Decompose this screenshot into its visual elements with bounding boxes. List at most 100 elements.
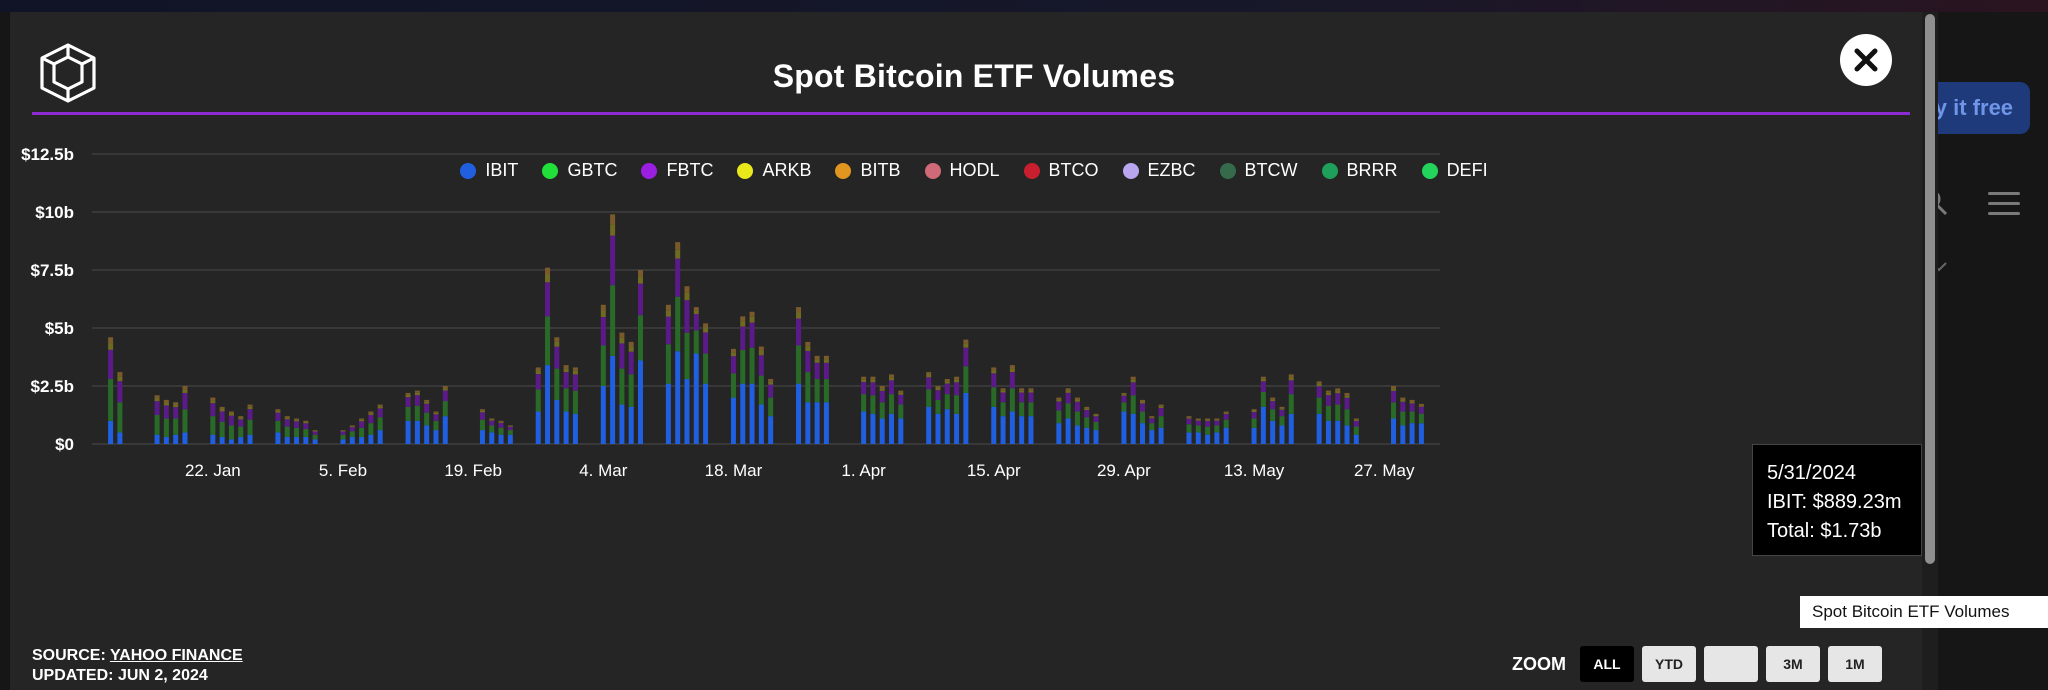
- bar-segment[interactable]: [675, 258, 681, 297]
- bar-segment[interactable]: [433, 411, 439, 413]
- bar-segment-ibit[interactable]: [796, 383, 802, 444]
- scrollbar-thumb[interactable]: [1925, 14, 1935, 564]
- bar-segment[interactable]: [1205, 420, 1211, 427]
- bar-stack[interactable]: [619, 332, 625, 444]
- bar-segment[interactable]: [433, 412, 439, 415]
- bar-segment[interactable]: [861, 379, 867, 382]
- bar-segment[interactable]: [1214, 425, 1220, 433]
- bar-stack[interactable]: [1186, 416, 1192, 444]
- bar-stack[interactable]: [675, 242, 681, 444]
- bar-segment[interactable]: [424, 401, 430, 404]
- bar-segment[interactable]: [619, 337, 625, 344]
- bar-segment[interactable]: [312, 430, 318, 432]
- hamburger-menu-icon[interactable]: [1988, 192, 2020, 215]
- bar-segment[interactable]: [1074, 399, 1080, 402]
- bar-segment[interactable]: [991, 370, 997, 374]
- bar-segment[interactable]: [628, 374, 634, 407]
- bar-segment[interactable]: [703, 323, 709, 328]
- bar-segment[interactable]: [433, 420, 439, 431]
- bar-stack[interactable]: [405, 392, 411, 444]
- bar-segment[interactable]: [628, 351, 634, 375]
- bar-segment-ibit[interactable]: [944, 409, 950, 444]
- bar-segment[interactable]: [768, 384, 774, 398]
- bar-segment-ibit[interactable]: [535, 411, 541, 444]
- bar-segment[interactable]: [1028, 388, 1034, 391]
- bar-segment[interactable]: [1335, 390, 1341, 394]
- bar-segment-ibit[interactable]: [926, 406, 932, 444]
- bar-stack[interactable]: [377, 404, 383, 444]
- bar-segment[interactable]: [1251, 418, 1257, 428]
- bar-segment-ibit[interactable]: [284, 437, 290, 444]
- legend-item-bitb[interactable]: BITB: [835, 160, 901, 181]
- bar-segment[interactable]: [442, 401, 448, 417]
- bar-segment-ibit[interactable]: [1121, 411, 1127, 444]
- bar-segment[interactable]: [861, 376, 867, 380]
- bar-segment[interactable]: [1186, 417, 1192, 419]
- bar-segment[interactable]: [1223, 413, 1229, 420]
- bar-stack[interactable]: [814, 355, 820, 444]
- bar-segment[interactable]: [1028, 392, 1034, 403]
- bar-stack[interactable]: [1149, 416, 1155, 444]
- bar-segment[interactable]: [479, 419, 485, 431]
- bar-segment-ibit[interactable]: [1000, 416, 1006, 444]
- bar-segment[interactable]: [879, 388, 885, 391]
- bar-segment[interactable]: [563, 368, 569, 373]
- bar-segment[interactable]: [247, 404, 253, 407]
- bar-segment[interactable]: [1391, 386, 1397, 389]
- bar-segment-ibit[interactable]: [349, 437, 355, 444]
- bar-segment[interactable]: [619, 368, 625, 405]
- bar-segment[interactable]: [740, 350, 746, 384]
- bar-segment-ibit[interactable]: [963, 392, 969, 444]
- bar-segment[interactable]: [730, 352, 736, 357]
- bar-segment[interactable]: [1019, 388, 1025, 391]
- bar-segment-ibit[interactable]: [1093, 430, 1099, 444]
- bar-segment[interactable]: [1418, 405, 1424, 407]
- bar-segment[interactable]: [749, 311, 755, 317]
- bar-segment[interactable]: [340, 430, 346, 432]
- bar-segment[interactable]: [247, 406, 253, 410]
- bar-segment[interactable]: [703, 327, 709, 333]
- bar-segment[interactable]: [1158, 416, 1164, 428]
- bar-segment-ibit[interactable]: [238, 437, 244, 444]
- bar-segment[interactable]: [433, 414, 439, 421]
- bar-segment[interactable]: [507, 426, 513, 427]
- bar-segment[interactable]: [703, 353, 709, 384]
- bar-segment[interactable]: [368, 423, 374, 435]
- bar-segment-ibit[interactable]: [684, 379, 690, 444]
- bar-segment[interactable]: [414, 405, 420, 421]
- bar-segment[interactable]: [554, 337, 560, 342]
- bar-segment-ibit[interactable]: [1056, 423, 1062, 444]
- bar-segment[interactable]: [414, 392, 420, 396]
- bar-segment[interactable]: [545, 267, 551, 275]
- bar-stack[interactable]: [1400, 397, 1406, 444]
- bar-segment[interactable]: [730, 356, 736, 374]
- bar-stack[interactable]: [1121, 392, 1127, 444]
- bar-segment[interactable]: [1279, 406, 1285, 409]
- bar-segment[interactable]: [1418, 403, 1424, 406]
- bar-segment[interactable]: [610, 224, 616, 236]
- bar-stack[interactable]: [414, 390, 420, 444]
- bar-segment-ibit[interactable]: [163, 437, 169, 444]
- bar-segment-ibit[interactable]: [749, 383, 755, 444]
- bar-segment[interactable]: [1223, 419, 1229, 428]
- bar-segment[interactable]: [442, 390, 448, 402]
- bar-segment[interactable]: [1316, 381, 1322, 384]
- bar-segment[interactable]: [805, 372, 811, 403]
- bar-stack[interactable]: [108, 337, 114, 444]
- bar-stack[interactable]: [1093, 413, 1099, 444]
- bar-stack[interactable]: [359, 418, 365, 444]
- bar-segment[interactable]: [758, 350, 764, 356]
- bar-segment[interactable]: [1260, 391, 1266, 407]
- bar-segment[interactable]: [637, 283, 643, 316]
- bar-segment[interactable]: [991, 373, 997, 388]
- bar-segment[interactable]: [1270, 401, 1276, 410]
- bar-segment[interactable]: [684, 292, 690, 301]
- bar-stack[interactable]: [749, 311, 755, 444]
- bar-stack[interactable]: [954, 376, 960, 444]
- bar-segment[interactable]: [1353, 420, 1359, 427]
- bar-segment-ibit[interactable]: [219, 437, 225, 444]
- bar-segment[interactable]: [1260, 376, 1266, 379]
- bar-stack[interactable]: [1344, 392, 1350, 444]
- bar-segment[interactable]: [294, 418, 300, 420]
- bar-segment[interactable]: [1353, 418, 1359, 420]
